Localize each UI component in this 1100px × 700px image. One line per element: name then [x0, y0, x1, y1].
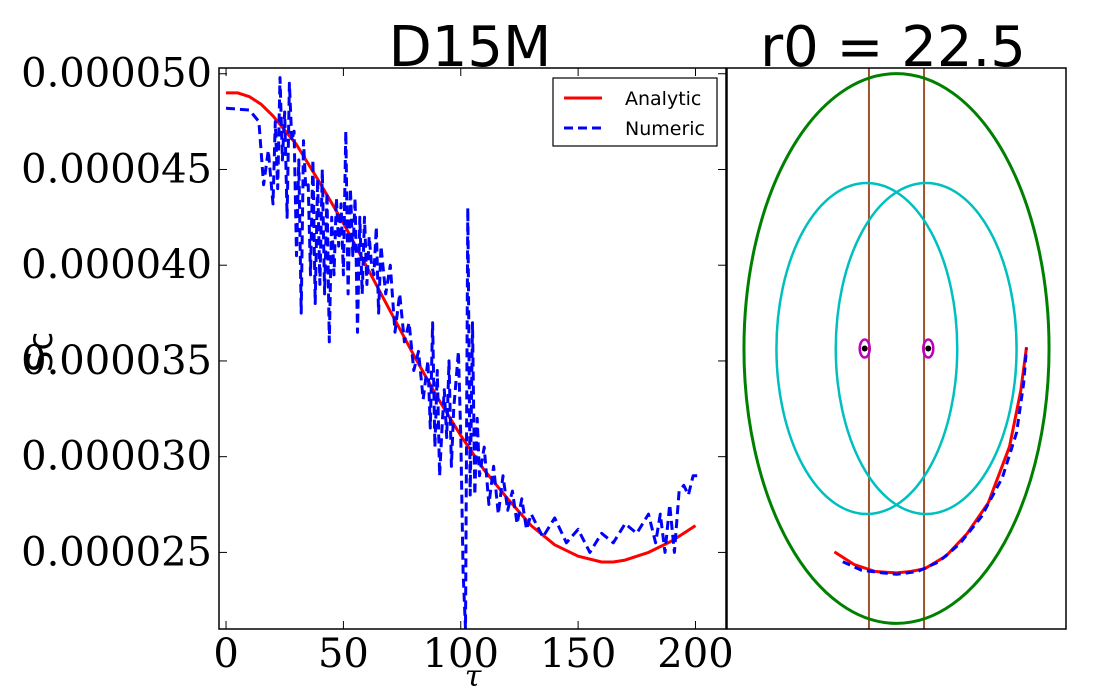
- inner-ellipse: [834, 181, 1018, 516]
- eye-dot: [925, 345, 932, 352]
- right-diagram: r0 = 22.5: [726, 15, 1067, 630]
- series-line-numeric: [225, 76, 698, 629]
- right-plot-frame: [726, 67, 1067, 630]
- x-tick-label: 0: [213, 631, 238, 677]
- y-tick-label: 0.000040: [21, 242, 212, 288]
- eye-ring: [858, 338, 871, 359]
- legend-box: [552, 77, 718, 147]
- x-axis-label: τ: [465, 659, 482, 694]
- left-series: [225, 76, 698, 629]
- analytic-curve: [833, 346, 1028, 575]
- outer-ellipse: [742, 72, 1051, 625]
- x-tick-label: 50: [318, 631, 369, 677]
- left-chart-title: D15M: [389, 15, 552, 80]
- left-plot-frame: [218, 67, 727, 630]
- left-ticks: 0 50 100 150 200 0.000025 0.000030 0.000035 0.00…: [21, 51, 734, 677]
- series-line-analytic: [226, 91, 697, 564]
- left-chart: D15M Sc τ 0 50 100 150 200 0.000025 0.000030 0.…: [21, 15, 734, 694]
- x-tick-label: 100: [423, 631, 499, 677]
- right-diagram-shapes: [742, 68, 1051, 629]
- numeric-curve: [842, 348, 1028, 576]
- y-axis-label: Sc: [21, 332, 61, 372]
- legend: Analytic Numeric: [552, 77, 718, 147]
- eye-dot: [861, 345, 868, 352]
- y-tick-label: 0.000025: [21, 529, 212, 575]
- x-tick-label: 200: [657, 631, 733, 677]
- x-tick-label: 150: [540, 631, 616, 677]
- y-tick-label: 0.000050: [21, 51, 212, 97]
- eye-ring: [922, 338, 935, 359]
- y-tick-label: 0.000030: [21, 434, 212, 480]
- right-diagram-title: r0 = 22.5: [760, 15, 1026, 80]
- legend-analytic-label: Analytic: [625, 88, 701, 110]
- legend-numeric-label: Numeric: [625, 118, 705, 140]
- inner-ellipse: [775, 181, 959, 516]
- y-tick-label: 0.000045: [21, 146, 212, 192]
- y-tick-label: 0.000035: [21, 338, 212, 384]
